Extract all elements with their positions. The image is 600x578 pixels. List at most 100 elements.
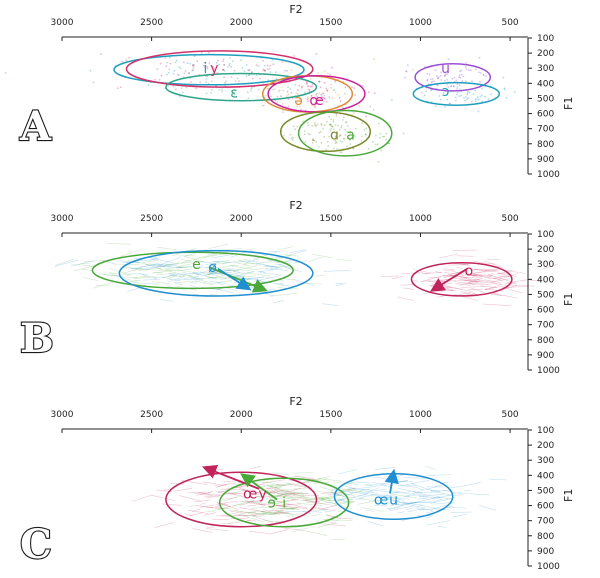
token-point bbox=[247, 74, 250, 77]
token-trajectory bbox=[223, 248, 242, 251]
token-point bbox=[272, 88, 275, 91]
token-trajectory bbox=[344, 485, 355, 489]
token-point bbox=[164, 57, 167, 59]
token-trajectory bbox=[446, 505, 454, 508]
token-point bbox=[338, 96, 341, 99]
y-tick-label: 1000 bbox=[537, 170, 560, 180]
token-point bbox=[471, 100, 473, 103]
token-point bbox=[334, 140, 337, 143]
token-trajectory bbox=[166, 264, 177, 266]
token-trajectory bbox=[483, 276, 492, 279]
token-point bbox=[305, 82, 308, 85]
token-point bbox=[437, 77, 439, 80]
token-point bbox=[92, 81, 95, 84]
token-trajectory bbox=[266, 487, 278, 490]
token-trajectory bbox=[407, 489, 424, 496]
token-trajectory bbox=[108, 268, 133, 276]
token-point bbox=[271, 59, 274, 61]
token-point bbox=[312, 139, 314, 141]
token-trajectory bbox=[438, 253, 458, 259]
token-trajectory bbox=[157, 266, 182, 268]
token-trajectory bbox=[407, 508, 425, 513]
token-trajectory bbox=[355, 485, 378, 490]
token-trajectory bbox=[239, 511, 257, 514]
y-tick-label: 700 bbox=[537, 321, 554, 331]
token-point bbox=[316, 123, 319, 126]
token-point bbox=[420, 91, 423, 94]
token-point bbox=[440, 71, 442, 74]
token-point bbox=[222, 68, 225, 71]
token-trajectory bbox=[209, 294, 218, 296]
token-trajectory bbox=[342, 490, 368, 494]
token-point bbox=[315, 103, 318, 105]
token-point bbox=[513, 91, 516, 93]
token-point bbox=[430, 78, 432, 80]
token-trajectory bbox=[393, 500, 417, 505]
token-point bbox=[174, 61, 177, 64]
token-trajectory bbox=[318, 523, 346, 527]
token-trajectory bbox=[287, 506, 300, 510]
token-trajectory bbox=[285, 510, 312, 512]
token-point bbox=[369, 105, 372, 108]
y-tick-label: 900 bbox=[537, 547, 554, 557]
token-point bbox=[276, 101, 279, 103]
x-tick-label: 3000 bbox=[51, 18, 74, 28]
vowel-label: i bbox=[203, 61, 207, 77]
token-point bbox=[505, 96, 508, 99]
token-trajectory bbox=[444, 507, 467, 509]
token-trajectory bbox=[484, 260, 501, 267]
y-axis: 100 200 300 400 500 600 700 800 900 1000 bbox=[527, 426, 560, 572]
token-point bbox=[255, 74, 258, 77]
token-point bbox=[296, 101, 299, 103]
token-trajectory bbox=[460, 272, 468, 275]
token-trajectory bbox=[262, 264, 283, 269]
token-trajectory bbox=[442, 275, 454, 277]
token-trajectory bbox=[163, 276, 173, 280]
token-trajectory bbox=[120, 248, 142, 257]
token-point bbox=[320, 123, 323, 126]
y-tick-label: 500 bbox=[537, 486, 554, 496]
token-point bbox=[361, 84, 364, 87]
y-tick-label: 100 bbox=[537, 426, 554, 436]
token-point bbox=[221, 90, 224, 93]
token-point bbox=[323, 70, 326, 73]
token-trajectory bbox=[245, 499, 256, 504]
token-trajectory bbox=[319, 486, 333, 491]
token-point bbox=[329, 73, 331, 76]
token-point bbox=[477, 110, 480, 113]
token-trajectory bbox=[256, 510, 277, 514]
y-tick-label: 200 bbox=[537, 49, 554, 59]
token-trajectory bbox=[337, 499, 348, 503]
vowel-label: u bbox=[389, 493, 398, 509]
token-point bbox=[322, 92, 324, 94]
token-trajectory bbox=[221, 261, 229, 264]
token-point bbox=[332, 120, 335, 123]
token-trajectory bbox=[173, 280, 200, 283]
ellipse-ɛ bbox=[165, 72, 318, 102]
token-trajectory bbox=[149, 257, 161, 261]
token-trajectory bbox=[92, 281, 116, 289]
token-point bbox=[166, 61, 169, 64]
token-point bbox=[320, 141, 323, 144]
x-tick-label: 2500 bbox=[140, 18, 163, 28]
token-trajectory bbox=[195, 505, 214, 509]
token-trajectory bbox=[196, 491, 214, 496]
token-trajectory bbox=[280, 488, 297, 491]
token-point bbox=[433, 80, 435, 83]
token-point bbox=[246, 91, 249, 94]
token-trajectory bbox=[462, 273, 469, 276]
token-point bbox=[168, 68, 171, 71]
token-point bbox=[314, 123, 316, 126]
token-point bbox=[160, 74, 163, 77]
token-trajectory bbox=[227, 520, 251, 524]
token-point bbox=[377, 161, 380, 163]
token-trajectory bbox=[369, 494, 389, 497]
token-point bbox=[365, 127, 368, 130]
token-point bbox=[312, 138, 314, 140]
token-trajectory bbox=[266, 496, 288, 503]
token-point bbox=[404, 76, 406, 79]
token-point bbox=[353, 135, 356, 138]
vowel-label: œ bbox=[243, 487, 257, 503]
token-trajectory bbox=[370, 488, 386, 492]
token-point bbox=[351, 86, 353, 89]
